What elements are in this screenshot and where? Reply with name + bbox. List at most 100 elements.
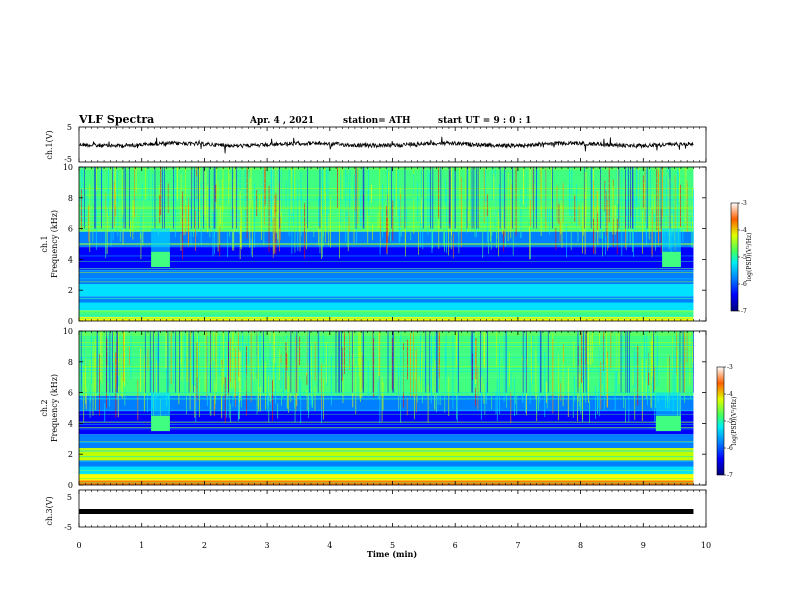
spectrogram-streak (590, 335, 592, 366)
spectrogram-streak (510, 391, 512, 424)
spectrogram-streak (490, 211, 492, 250)
spectrogram-streak (538, 362, 539, 411)
spectrogram-streak (671, 337, 673, 373)
spectrogram-gap (590, 167, 592, 229)
spectrogram-streak (682, 219, 684, 242)
spectrogram-streak (230, 337, 232, 382)
spectrogram-streak (437, 370, 439, 405)
spectrogram-streak (101, 331, 103, 384)
spectrogram-streak (232, 370, 234, 400)
spectrogram-streak (454, 344, 455, 380)
spectrogram-line (79, 470, 694, 471)
spectrogram-streak (142, 198, 144, 246)
spectrogram-feature-halo (655, 392, 681, 416)
spectrogram-streak (155, 338, 157, 412)
spectrogram-streak (306, 331, 308, 373)
spectrogram-streak (467, 211, 469, 232)
spectrogram-feature-halo (662, 228, 681, 252)
spectrogram-streak (400, 174, 402, 237)
spectrogram-streak (354, 167, 356, 212)
spectrogram-streak (473, 331, 475, 397)
spectrogram-streak (485, 167, 486, 203)
spectrogram-feature (151, 251, 170, 268)
spectrogram-streak (299, 199, 301, 252)
spectrogram-streak (209, 369, 211, 415)
spectrogram-gap (317, 331, 319, 393)
spectrogram-gap (319, 167, 321, 229)
spectrogram-streak (426, 177, 428, 209)
spectrogram-streak (349, 186, 350, 210)
spectrogram-line (79, 244, 694, 246)
spectrogram-streak (431, 194, 433, 253)
spectrogram-streak (122, 214, 124, 233)
spectrogram-streak (250, 331, 252, 402)
spectrogram-streak (584, 191, 586, 255)
spectrogram-streak (82, 200, 84, 227)
spectrogram-streak (215, 331, 217, 393)
spectrogram-gap (149, 331, 151, 393)
spectrogram-gap (505, 331, 507, 393)
spectrogram-streak (599, 212, 601, 238)
spectrogram-streak (635, 350, 637, 396)
spectrogram-streak (112, 331, 114, 364)
spectrogram-streak (448, 226, 449, 256)
spectrogram-gap (309, 331, 310, 393)
spectrogram-line (79, 222, 694, 224)
xtick-label: 5 (390, 541, 395, 550)
spectrogram-streak (421, 340, 423, 374)
spectrogram-line (79, 332, 694, 334)
spectrogram-streak (299, 345, 301, 365)
spectrogram-gap (577, 331, 579, 393)
spectrogram-streak (674, 331, 676, 392)
spectrogram-streak (486, 194, 488, 217)
spectrogram-gap (583, 167, 585, 229)
spectrogram-streak (387, 194, 389, 245)
spectrogram-streak (212, 211, 214, 257)
spectrogram-streak (432, 228, 434, 248)
spectrogram-streak (477, 366, 479, 410)
spectrogram-streak (297, 347, 299, 395)
spectrogram-line (79, 314, 694, 315)
xtick-label: 6 (453, 541, 458, 550)
spectrogram-streak (560, 207, 562, 225)
spectrogram-streak (416, 332, 418, 403)
ch1-colorbar-ticks: -3 -4 -5 -6 -7 (738, 200, 747, 315)
spectrogram-gap (660, 167, 662, 229)
spectrogram-streak (379, 182, 381, 218)
spectrogram-streak (184, 331, 186, 369)
spectrogram-streak (230, 169, 232, 212)
spectrogram-streak (347, 227, 349, 252)
spectrogram-streak (294, 209, 296, 253)
spectrogram-streak (456, 346, 458, 422)
spectrogram-streak (483, 331, 485, 366)
spectrogram-streak (242, 348, 244, 364)
spectrogram-line (79, 193, 694, 194)
spectrogram-gap (499, 167, 501, 229)
spectrogram-streak (294, 331, 295, 394)
spectrogram-streak (678, 184, 679, 243)
spectrogram-streak (438, 331, 440, 378)
spectrogram-streak (270, 167, 272, 227)
spectrogram-streak (414, 350, 416, 380)
spectrogram-streak (377, 381, 379, 400)
spectrogram-streak (671, 182, 673, 229)
spectrogram-streak (239, 331, 241, 378)
spectrogram-streak (645, 357, 647, 400)
spectrogram-streak (642, 175, 644, 208)
spectrogram-streak (232, 208, 234, 248)
spectrogram-streak (499, 342, 500, 415)
spectrogram-streak (291, 230, 293, 254)
spectrogram-streak (328, 213, 330, 246)
spectrogram-streak (488, 188, 490, 254)
spectrogram-feature (655, 415, 681, 432)
spectrogram-streak (411, 167, 413, 215)
spectrogram-streak (637, 345, 639, 406)
spectrogram-streak (570, 168, 571, 202)
spectrogram-streak (600, 361, 602, 410)
spectrogram-streak (561, 204, 563, 248)
spectrogram-streak (251, 373, 253, 393)
spectrogram-streak (531, 336, 532, 383)
spectrogram-streak (675, 331, 676, 381)
spectrogram-streak (537, 331, 539, 364)
spectrogram-streak (183, 214, 185, 236)
